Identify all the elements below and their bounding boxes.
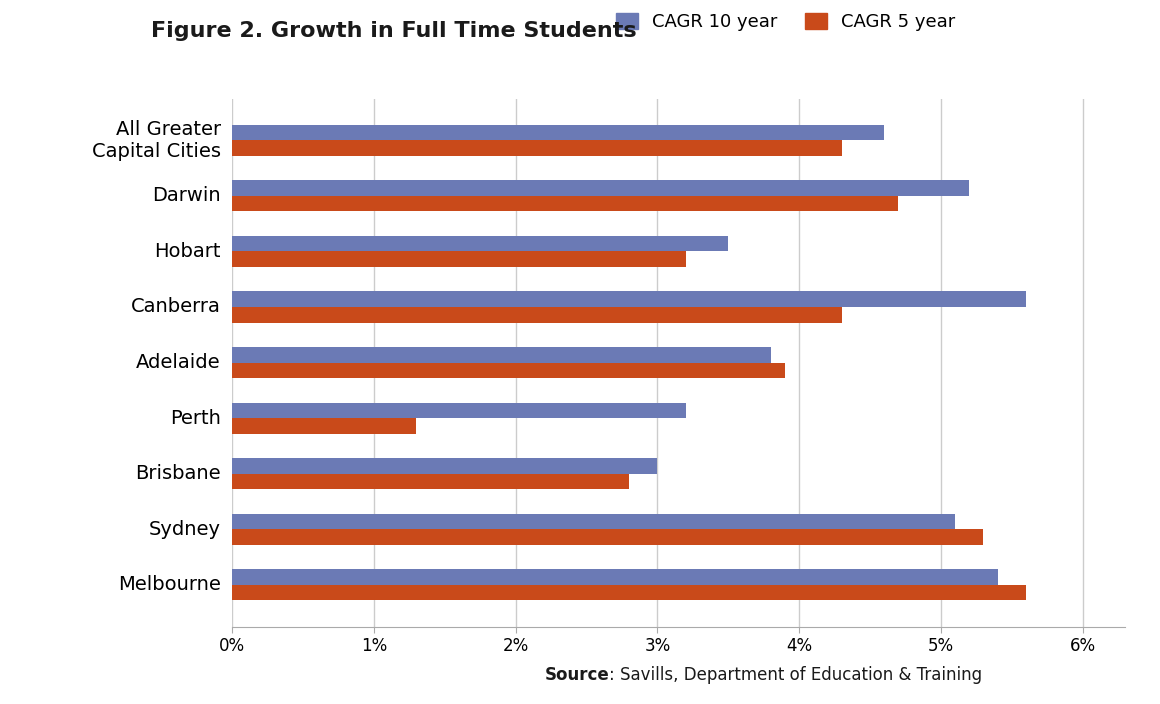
- Bar: [232, 474, 629, 489]
- Bar: [232, 347, 770, 363]
- Bar: [232, 529, 984, 545]
- Legend: CAGR 10 year, CAGR 5 year: CAGR 10 year, CAGR 5 year: [616, 13, 955, 31]
- Bar: [232, 140, 842, 156]
- Bar: [232, 570, 998, 585]
- Bar: [232, 403, 686, 418]
- Text: : Savills, Department of Education & Training: : Savills, Department of Education & Tra…: [609, 666, 983, 684]
- Text: Figure 2. Growth in Full Time Students: Figure 2. Growth in Full Time Students: [151, 21, 637, 41]
- Bar: [232, 458, 658, 474]
- Bar: [232, 514, 955, 529]
- Bar: [232, 418, 416, 434]
- Bar: [232, 363, 785, 378]
- Bar: [232, 307, 842, 322]
- Bar: [232, 196, 898, 211]
- Bar: [232, 251, 686, 267]
- Bar: [232, 125, 884, 140]
- Bar: [232, 236, 728, 251]
- Bar: [232, 291, 1025, 307]
- Text: Source: Source: [544, 666, 609, 684]
- Bar: [232, 585, 1025, 601]
- Bar: [232, 180, 970, 196]
